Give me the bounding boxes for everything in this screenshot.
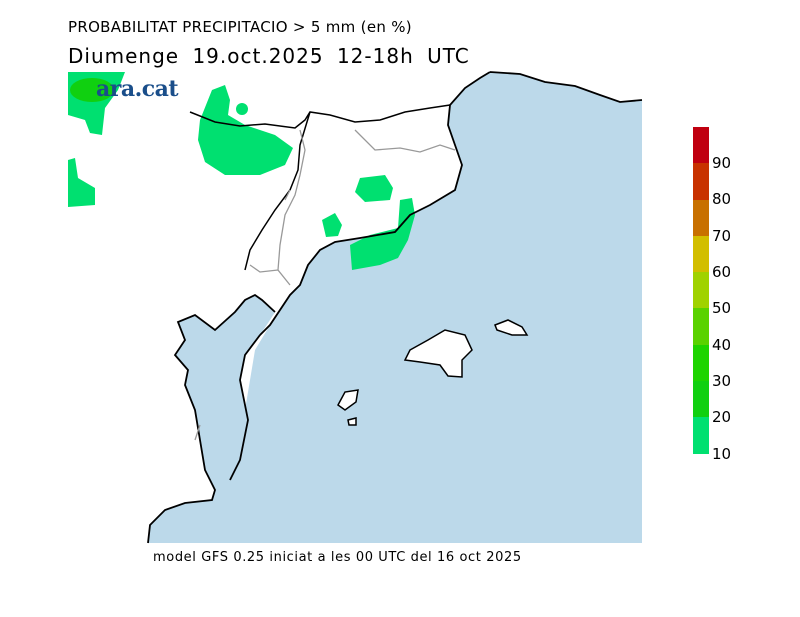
legend-label: 70 — [712, 227, 732, 245]
legend-label: 40 — [712, 336, 732, 354]
legend-label: 80 — [712, 190, 732, 208]
model-footer: model GFS 0.25 iniciat a les 00 UTC del … — [153, 550, 522, 565]
legend-swatch-10 — [693, 417, 709, 454]
legend-label: 10 — [712, 445, 732, 463]
border-lines — [189, 104, 451, 271]
islands — [337, 319, 529, 426]
map-subtitle: Diumenge 19.oct.2025 12-18h UTC — [68, 44, 470, 68]
legend-label: 30 — [712, 372, 732, 390]
legend-label: 20 — [712, 408, 732, 426]
legend-swatch-50 — [693, 272, 709, 309]
legend-swatch-30 — [693, 344, 709, 382]
ara-cat-logo: ara.cat — [96, 76, 179, 102]
legend-swatch-40 — [693, 308, 709, 345]
map-title: PROBABILITAT PRECIPITACIO > 5 mm (en %) — [68, 18, 412, 36]
legend-swatch-90 — [693, 127, 709, 164]
legend-label: 50 — [712, 299, 732, 317]
legend-label: 90 — [712, 154, 732, 172]
region-borders — [194, 129, 456, 441]
legend-swatch-60 — [693, 235, 709, 273]
legend-swatch-80 — [693, 163, 709, 200]
legend-swatch-70 — [693, 199, 709, 236]
sea — [148, 72, 642, 543]
legend-swatch-20 — [693, 381, 709, 418]
coastline — [147, 71, 643, 544]
legend-label: 60 — [712, 263, 732, 281]
color-legend — [693, 127, 709, 454]
